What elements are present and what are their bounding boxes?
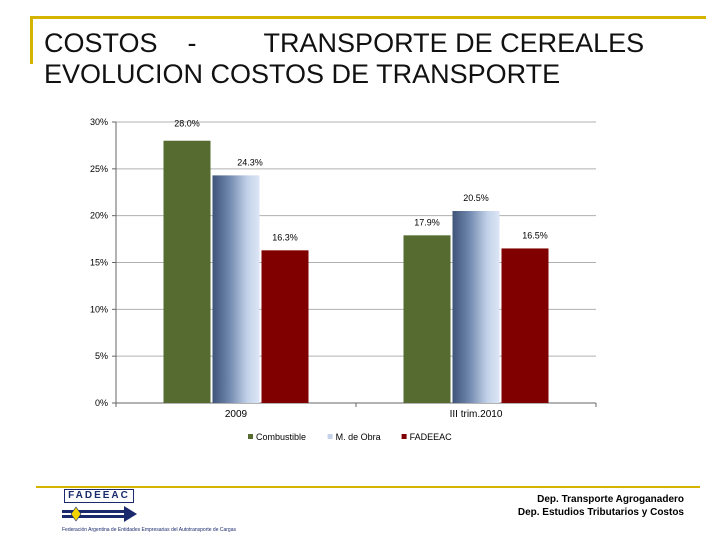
legend-entry: FADEEAC [410, 432, 453, 442]
title-line-2: EVOLUCION COSTOS DE TRANSPORTE [44, 59, 561, 89]
title-line-1: COSTOS - TRANSPORTE DE CEREALES [44, 28, 645, 58]
x-category-label: III trim.2010 [450, 409, 503, 420]
footer-departments: Dep. Transporte Agroganadero Dep. Estudi… [518, 493, 684, 519]
fadeeac-logo: FADEEAC Federación Argentina de Entidade… [58, 486, 236, 540]
bar-fadeeac-1 [501, 248, 549, 403]
legend-swatch [401, 434, 407, 439]
data-label: 28.0% [174, 119, 200, 129]
x-category-label: 2009 [225, 409, 248, 420]
legend-entry: M. de Obra [336, 432, 381, 442]
bar-combustible-1 [403, 235, 451, 403]
logo-arrow-icon [62, 506, 137, 522]
bar-m-de-obra-0 [212, 175, 260, 403]
data-label: 24.3% [237, 157, 263, 167]
page-title: COSTOS - TRANSPORTE DE CEREALES EVOLUCIO… [44, 28, 704, 90]
y-tick-label: 25% [90, 164, 108, 174]
data-label: 16.3% [272, 232, 298, 242]
y-tick-label: 0% [95, 398, 108, 408]
legend-swatch [248, 434, 253, 439]
bar-chart: 0% 5% 10% 15% 20% 25% 30% 28.0% 24.3% 16.3% 2009 1… [90, 117, 597, 442]
y-tick-label: 20% [90, 211, 108, 221]
y-tick-label: 5% [95, 351, 108, 361]
y-tick-label: 30% [90, 117, 108, 127]
y-tick-label: 15% [90, 258, 108, 268]
data-label: 20.5% [463, 193, 489, 203]
logo-name: FADEEAC [64, 489, 134, 503]
footer-line-2: Dep. Estudios Tributarios y Costos [517, 507, 684, 518]
y-tick-label: 10% [90, 304, 108, 314]
title-frame-left [30, 16, 33, 64]
bar-combustible-0 [163, 140, 211, 403]
legend-swatch [327, 434, 333, 439]
footer-line-1: Dep. Transporte Agroganadero [537, 494, 684, 505]
data-label: 16.5% [522, 230, 548, 240]
footer-line [36, 486, 700, 488]
bar-fadeeac-0 [261, 250, 309, 403]
data-label: 17.9% [414, 217, 440, 227]
legend-entry: Combustible [256, 432, 306, 442]
logo-subtitle: Federación Argentina de Entidades Empres… [62, 527, 236, 533]
title-frame-top [30, 16, 706, 19]
bar-m-de-obra-1 [452, 210, 500, 403]
